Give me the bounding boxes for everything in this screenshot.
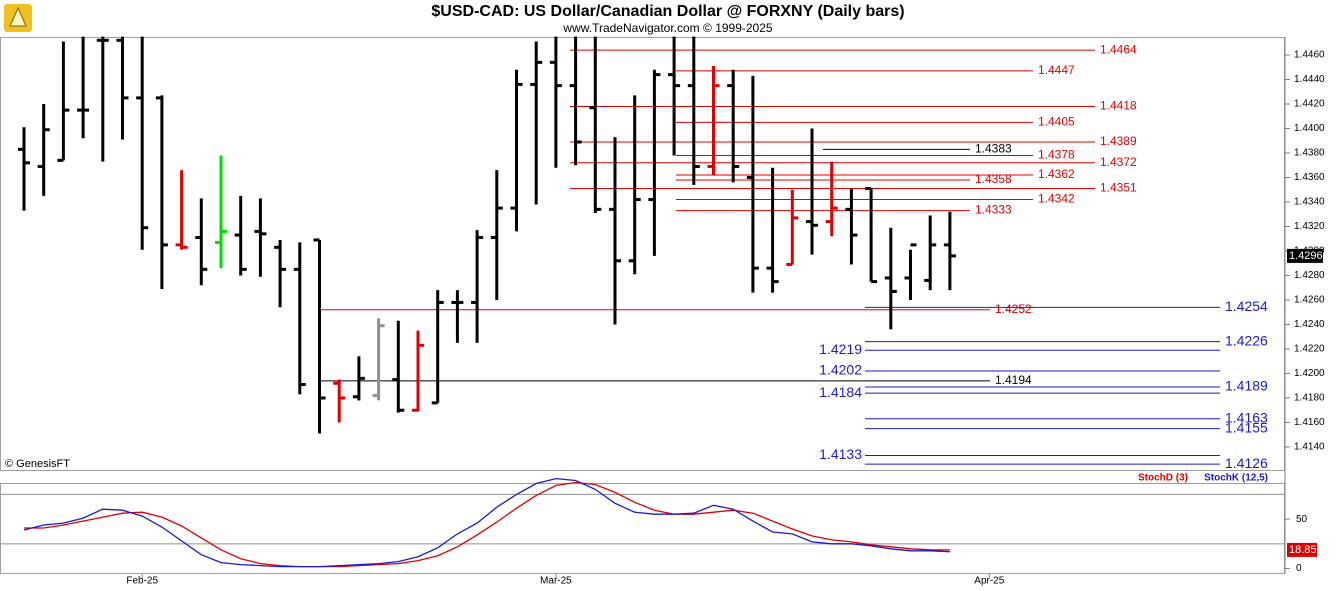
y-tick-label: 1.4200 — [1294, 368, 1325, 379]
level-label: 1.4447 — [1038, 63, 1075, 77]
level-label: 1.4163 — [1225, 410, 1268, 426]
level-label: 1.4202 — [819, 362, 862, 378]
indicator-y-tick-label: 0 — [1296, 563, 1302, 574]
last-price-tag — [1287, 248, 1323, 263]
y-tick-label: 1.4380 — [1294, 148, 1325, 159]
level-label: 1.4254 — [1225, 298, 1268, 314]
indicator-line — [23, 477, 950, 568]
last-price-label: 1.4296 — [1289, 250, 1323, 262]
chart-title: $USD-CAD: US Dollar/Canadian Dollar @ FO… — [431, 3, 904, 20]
level-label: 1.4372 — [1100, 155, 1137, 169]
level-label: 1.4389 — [1100, 134, 1137, 148]
level-label: 1.4362 — [1038, 167, 1075, 181]
y-tick-label: 1.4220 — [1294, 344, 1325, 355]
x-tick-label: Feb-25 — [126, 576, 158, 587]
level-label: 1.4342 — [1038, 192, 1075, 206]
level-label: 1.4226 — [1225, 332, 1268, 348]
y-tick-label: 1.4440 — [1294, 74, 1325, 85]
x-tick-label: Mar-25 — [540, 576, 572, 587]
y-tick-label: 1.4140 — [1294, 442, 1325, 453]
level-label: 1.4405 — [1038, 115, 1075, 129]
legend-entry: StochD (3) — [1138, 473, 1188, 484]
y-tick-label: 1.4460 — [1294, 50, 1325, 61]
level-label: 1.4378 — [1038, 148, 1075, 162]
level-label: 1.4383 — [975, 141, 1012, 155]
y-tick-label: 1.4160 — [1294, 417, 1325, 428]
credit: © GenesisFT — [5, 458, 70, 470]
x-tick-label: Apr-25 — [974, 576, 1004, 587]
y-tick-label: 1.4320 — [1294, 221, 1325, 232]
level-label: 1.4155 — [1225, 419, 1268, 435]
y-tick-label: 1.4400 — [1294, 123, 1325, 134]
level-label: 1.4252 — [995, 302, 1032, 316]
y-tick-label: 1.4240 — [1294, 319, 1325, 330]
indicator-tag-label: 18.85 — [1289, 544, 1317, 556]
y-tick-label: 1.4280 — [1294, 270, 1325, 281]
y-tick-label: 1.4360 — [1294, 172, 1325, 183]
level-label: 1.4358 — [975, 172, 1012, 186]
level-label: 1.4184 — [819, 384, 862, 400]
level-label: 1.4189 — [1225, 378, 1268, 394]
y-tick-label: 1.4340 — [1294, 197, 1325, 208]
level-label: 1.4351 — [1100, 181, 1137, 195]
level-label: 1.4126 — [1225, 455, 1268, 471]
level-label: 1.4418 — [1100, 99, 1137, 113]
indicator-line — [24, 481, 950, 568]
logo — [4, 4, 32, 32]
y-tick-label: 1.4180 — [1294, 393, 1325, 404]
level-label: 1.4219 — [819, 341, 862, 357]
level-label: 1.4333 — [975, 203, 1012, 217]
level-label: 1.4194 — [995, 373, 1032, 387]
level-label: 1.4133 — [819, 446, 862, 462]
y-tick-label: 1.4260 — [1294, 295, 1325, 306]
indicator-tag — [1287, 542, 1317, 557]
legend-entry: StochK (12,5) — [1204, 473, 1268, 484]
indicator-y-tick-label: 50 — [1296, 514, 1308, 525]
y-tick-label: 1.4420 — [1294, 99, 1325, 110]
chart-subtitle: www.TradeNavigator.com © 1999-2025 — [562, 21, 772, 35]
level-label: 1.4464 — [1100, 42, 1137, 56]
